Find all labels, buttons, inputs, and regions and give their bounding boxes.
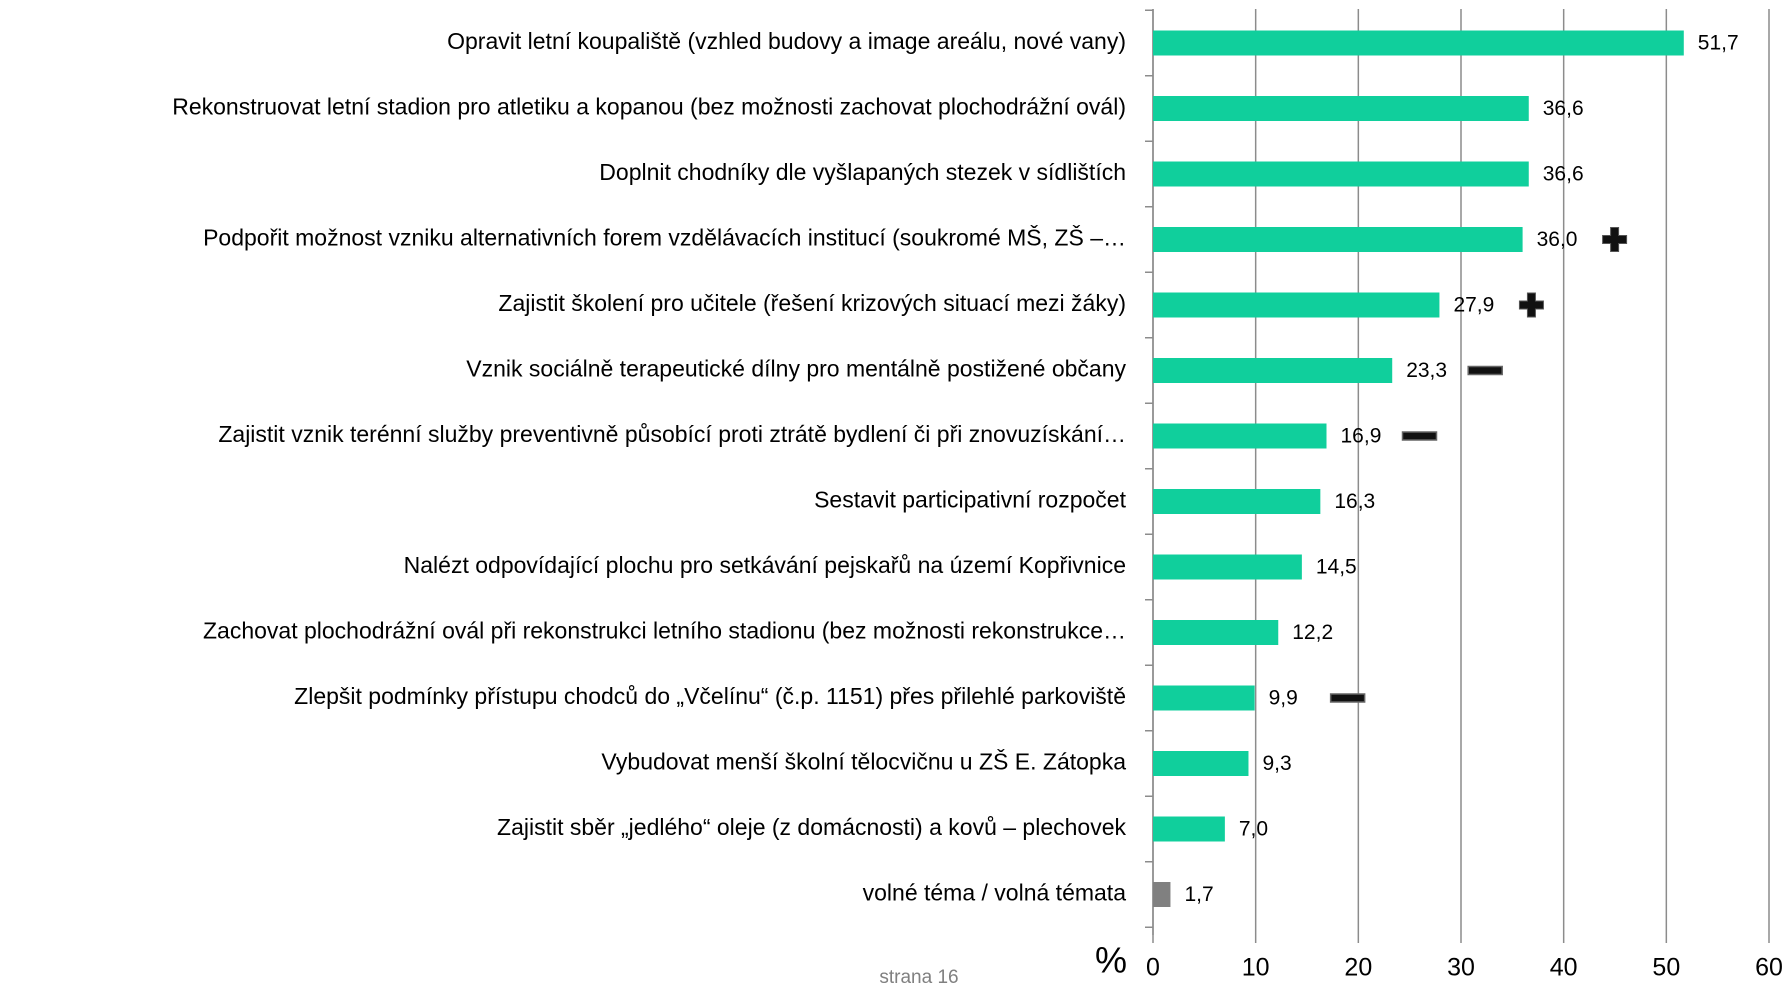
value-label: 14,5 (1316, 556, 1357, 579)
bar (1153, 685, 1255, 711)
bar (1153, 489, 1321, 514)
x-tick-label: 30 (1447, 954, 1475, 982)
value-label: 9,3 (1262, 752, 1291, 775)
category-label: Opravit letní koupaliště (vzhled budovy … (447, 28, 1126, 54)
value-label: 12,2 (1292, 621, 1333, 644)
minus-marker (1401, 431, 1438, 441)
bar (1153, 816, 1225, 842)
category-label: Nalézt odpovídající plochu pro setkávání… (404, 552, 1126, 578)
bar (1153, 292, 1440, 318)
minus-marker (1467, 365, 1503, 376)
category-label: Zlepšit podmínky přístupu chodců do „Vče… (294, 683, 1126, 709)
x-tick-label: 0 (1146, 954, 1160, 982)
category-label: Zachovat plochodrážní ovál při rekonstru… (203, 618, 1126, 644)
category-label: Rekonstruovat letní stadion pro atletiku… (172, 94, 1126, 120)
bar (1153, 423, 1327, 449)
category-label: Zajistit vznik terénní služby preventivn… (218, 421, 1126, 447)
plus-marker (1518, 292, 1544, 318)
minus-marker (1329, 693, 1366, 703)
x-tick-label: 40 (1550, 954, 1578, 982)
bar (1153, 161, 1529, 187)
value-label: 36,6 (1543, 163, 1584, 186)
value-label: 36,0 (1537, 228, 1578, 251)
value-label: 36,6 (1543, 97, 1584, 120)
value-label: 51,7 (1698, 32, 1739, 55)
bar (1153, 358, 1393, 383)
x-tick-label: 60 (1755, 954, 1783, 982)
category-label: Doplnit chodníky dle vyšlapaných stezek … (599, 159, 1126, 185)
value-label: 23,3 (1406, 359, 1447, 382)
x-tick-label: 20 (1344, 954, 1372, 982)
category-label: Sestavit participativní rozpočet (814, 487, 1127, 513)
bar (1153, 554, 1302, 580)
bar (1153, 30, 1684, 56)
category-label: Zajistit sběr „jedlého“ oleje (z domácno… (497, 814, 1126, 840)
value-label: 27,9 (1453, 294, 1494, 317)
value-label: 16,3 (1334, 490, 1375, 513)
category-label: Zajistit školení pro učitele (řešení kri… (498, 290, 1126, 316)
value-label: 16,9 (1341, 425, 1382, 448)
plus-marker (1602, 227, 1628, 252)
bar (1153, 620, 1279, 645)
x-tick-label: 50 (1652, 954, 1680, 982)
category-label: Vybudovat menší školní tělocvičnu u ZŠ E… (601, 748, 1126, 775)
value-label: 9,9 (1269, 687, 1298, 710)
bar (1153, 751, 1249, 776)
category-label: Podpořit možnost vzniku alternativních f… (203, 224, 1126, 251)
category-label: volné téma / volná témata (863, 880, 1127, 906)
footer: strana 16 (879, 967, 958, 988)
x-axis-label: % (1095, 940, 1127, 981)
bar (1153, 227, 1523, 252)
value-label: 1,7 (1184, 883, 1213, 906)
x-tick-label: 10 (1242, 954, 1270, 982)
bar (1153, 96, 1529, 121)
bar (1153, 882, 1171, 907)
category-label: Vznik sociálně terapeutické dílny pro me… (466, 356, 1126, 382)
value-label: 7,0 (1239, 818, 1268, 841)
